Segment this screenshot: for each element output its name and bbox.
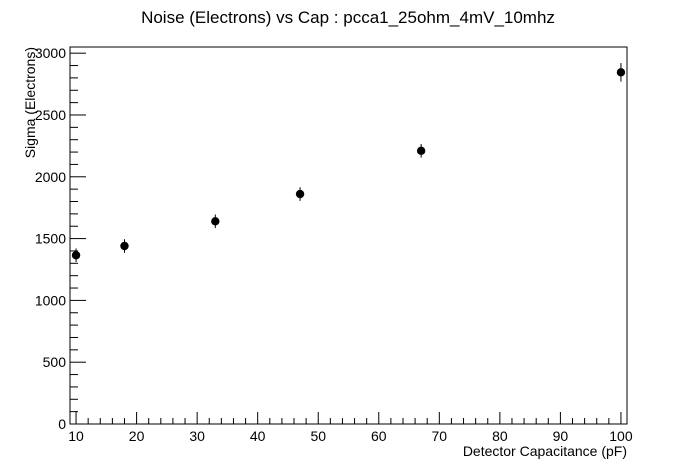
y-axis: 0 500 1000 1500 2000 2500 3000 [35, 45, 86, 432]
data-marker [71, 251, 81, 260]
data-marker [120, 241, 129, 251]
x-axis: 10 20 30 40 50 60 70 80 90 100 [68, 412, 633, 444]
data-marker [295, 189, 305, 199]
y-axis-title: Sigma (Electrons) [22, 47, 38, 158]
y-tick-label: 1000 [35, 292, 66, 308]
x-tick-label: 80 [492, 428, 508, 444]
y-tick-label: 500 [43, 354, 67, 370]
y-tick-label: 0 [58, 416, 66, 432]
x-tick-label: 70 [432, 428, 448, 444]
data-marker [416, 146, 426, 156]
x-tick-label: 40 [250, 428, 266, 444]
x-axis-title: Detector Capacitance (pF) [463, 443, 627, 459]
data-marker [616, 68, 626, 77]
x-tick-label: 50 [310, 428, 326, 444]
data-point [416, 144, 426, 158]
data-point [120, 239, 129, 253]
chart-title: Noise (Electrons) vs Cap : pcca1_25ohm_4… [141, 8, 555, 27]
data-point [616, 63, 626, 82]
x-tick-label: 20 [129, 428, 145, 444]
x-tick-label: 90 [553, 428, 569, 444]
data-point [211, 214, 220, 229]
x-tick-label: 30 [189, 428, 205, 444]
y-tick-label: 2500 [35, 107, 66, 123]
data-points [71, 63, 626, 263]
plot-frame [69, 46, 628, 425]
x-tick-label: 10 [68, 428, 84, 444]
y-tick-label: 2000 [35, 169, 66, 185]
y-tick-label: 3000 [35, 45, 66, 61]
x-tick-label: 60 [371, 428, 387, 444]
data-point [295, 187, 305, 201]
x-tick-label: 100 [609, 428, 633, 444]
y-tick-label: 1500 [35, 231, 66, 247]
data-point [71, 248, 81, 263]
data-marker [211, 217, 220, 226]
